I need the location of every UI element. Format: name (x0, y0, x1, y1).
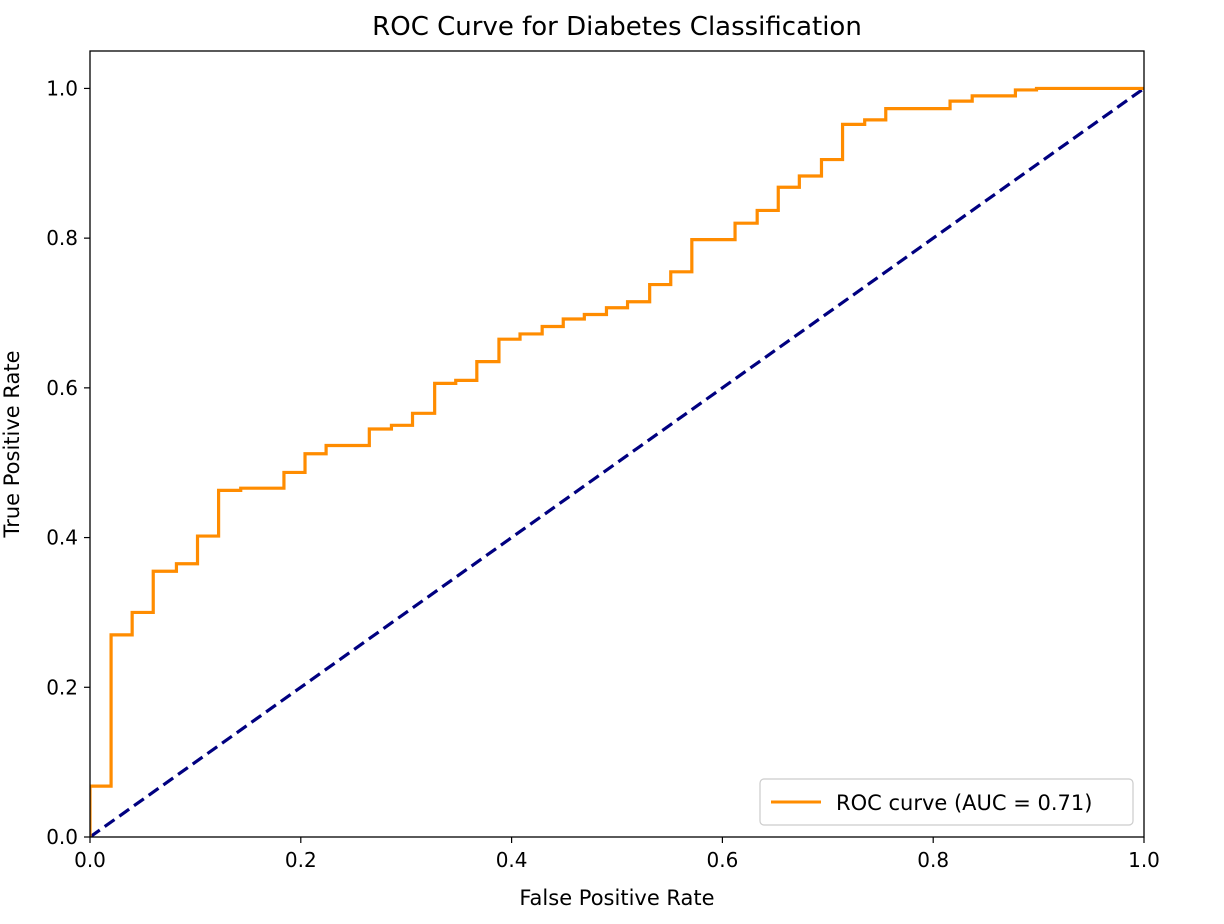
y-axis-label: True Positive Rate (0, 350, 24, 538)
x-axis: 0.0 0.2 0.4 0.6 0.8 1.0 (74, 837, 1160, 872)
x-axis-label: False Positive Rate (519, 886, 714, 910)
legend-box (759, 778, 1134, 826)
y-tick-label: 0.4 (46, 526, 78, 550)
x-tick-label: 0.2 (285, 848, 317, 872)
y-tick-label: 0.0 (46, 825, 78, 849)
y-tick-label: 0.8 (46, 226, 78, 250)
y-tick-label: 1.0 (46, 76, 78, 100)
y-tick-label: 0.2 (46, 675, 78, 699)
x-tick-label: 1.0 (1128, 848, 1160, 872)
legend-label-roc: ROC curve (AUC = 0.71) (836, 791, 1092, 815)
plot-frame (89, 50, 1145, 838)
y-tick-label: 0.6 (46, 376, 78, 400)
legend: ROC curve (AUC = 0.71) (759, 778, 1134, 826)
y-axis: 0.0 0.2 0.4 0.6 0.8 1.0 (46, 76, 90, 849)
roc-curve-line (90, 86, 1144, 837)
x-tick-label: 0.6 (706, 848, 738, 872)
chart-title: ROC Curve for Diabetes Classification (372, 12, 862, 42)
x-tick-label: 0.0 (74, 848, 106, 872)
x-tick-label: 0.8 (917, 848, 949, 872)
chance-diagonal-line (90, 87, 1144, 837)
plot-area (89, 50, 1145, 838)
x-tick-label: 0.4 (496, 848, 528, 872)
